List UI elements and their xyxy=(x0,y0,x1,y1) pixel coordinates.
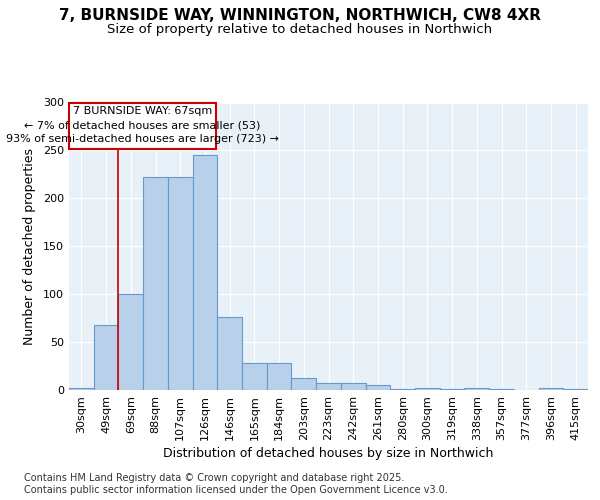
Bar xyxy=(168,178,193,390)
Bar xyxy=(365,385,390,390)
Bar xyxy=(118,294,143,390)
Text: 7, BURNSIDE WAY, WINNINGTON, NORTHWICH, CW8 4XR: 7, BURNSIDE WAY, WINNINGTON, NORTHWICH, … xyxy=(59,8,541,22)
Bar xyxy=(242,363,267,390)
Bar xyxy=(316,384,341,390)
Bar xyxy=(563,389,588,390)
Y-axis label: Number of detached properties: Number of detached properties xyxy=(23,148,36,345)
Bar xyxy=(390,389,415,390)
Bar xyxy=(415,388,440,390)
Bar xyxy=(69,388,94,390)
Text: Contains HM Land Registry data © Crown copyright and database right 2025.
Contai: Contains HM Land Registry data © Crown c… xyxy=(24,474,448,495)
X-axis label: Distribution of detached houses by size in Northwich: Distribution of detached houses by size … xyxy=(163,447,494,460)
Bar xyxy=(440,389,464,390)
FancyBboxPatch shape xyxy=(69,102,216,148)
Bar xyxy=(143,178,168,390)
Bar xyxy=(94,325,118,390)
Bar xyxy=(464,388,489,390)
Text: Size of property relative to detached houses in Northwich: Size of property relative to detached ho… xyxy=(107,22,493,36)
Bar xyxy=(267,363,292,390)
Bar xyxy=(539,388,563,390)
Bar xyxy=(292,378,316,390)
Bar xyxy=(193,155,217,390)
Text: 7 BURNSIDE WAY: 67sqm
← 7% of detached houses are smaller (53)
93% of semi-detac: 7 BURNSIDE WAY: 67sqm ← 7% of detached h… xyxy=(6,106,279,144)
Bar xyxy=(217,317,242,390)
Bar xyxy=(489,389,514,390)
Bar xyxy=(341,384,365,390)
